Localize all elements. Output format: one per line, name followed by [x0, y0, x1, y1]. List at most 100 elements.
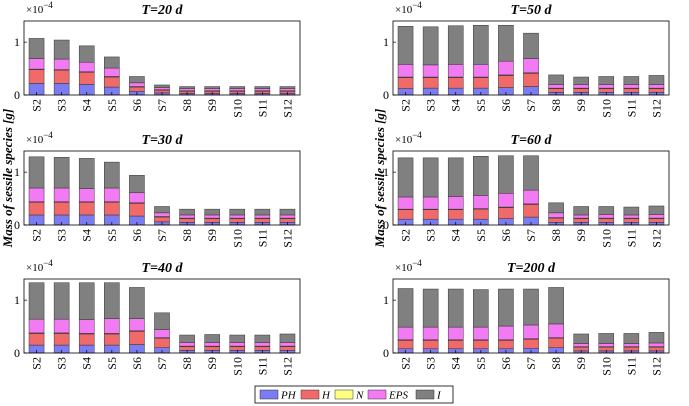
x-tick-label: S2	[30, 357, 44, 370]
bar-segment	[498, 24, 514, 62]
y-tick-label: 1	[383, 293, 389, 307]
x-tick-label: S12	[280, 99, 294, 118]
x-tick-label: S11	[624, 229, 638, 247]
bar-segment	[598, 214, 615, 219]
x-tick-label: S2	[30, 99, 44, 112]
bar-segment	[623, 206, 640, 216]
bar-segment	[422, 340, 439, 350]
x-tick-label: S6	[499, 357, 513, 370]
bar-segment	[548, 217, 564, 223]
bar-segment	[498, 75, 514, 88]
bar-segment	[229, 88, 246, 92]
bar-segment	[179, 86, 195, 89]
bar-segment	[279, 342, 296, 347]
chart-panel: T=40 d ×10−4 S2 S3 S4 S5 S6 S7 S8 S9 S10 S11 S12 0 1	[14, 258, 301, 376]
bar-segment	[129, 192, 145, 204]
bar-segment	[598, 333, 615, 344]
x-tick-label: S7	[524, 229, 538, 242]
bar-segment	[623, 84, 640, 89]
bar-segment	[104, 282, 120, 319]
bar-segment	[498, 155, 514, 194]
bar-segment	[523, 155, 539, 191]
bar-segment	[573, 218, 589, 223]
chart-panel: T=200 d ×10−4 S2 S3 S4 S5 S6 S7 S8 S9 S10 S11 S12 0 1	[383, 258, 670, 376]
bar-segment	[229, 218, 246, 223]
bar-segment	[179, 346, 195, 351]
bar-segment	[104, 333, 120, 346]
bar-segment	[78, 202, 95, 216]
bar-segment	[397, 196, 414, 210]
x-tick-label: S11	[255, 99, 269, 117]
bar-segment	[548, 84, 564, 89]
bar-segment	[573, 206, 589, 216]
legend-swatch	[300, 389, 320, 400]
y-tick-label: 1	[383, 165, 389, 179]
chart-title: T=40 d	[141, 261, 183, 276]
x-tick-label: S6	[130, 99, 144, 112]
bar-segment	[598, 343, 615, 347]
bar-segment	[154, 206, 170, 214]
legend-swatch	[415, 389, 435, 400]
x-tick-label: S9	[574, 229, 588, 242]
bar-segment	[154, 337, 170, 348]
chart-panel: T=30 d ×10−4 S2 S3 S4 S5 S6 S7 S8 S9 S10 S11 S12 0 1	[14, 130, 301, 248]
x-tick-label: S8	[180, 357, 194, 370]
bar-segment	[648, 84, 665, 89]
y-tick-label: 1	[383, 35, 389, 49]
x-tick-label: S4	[80, 99, 94, 112]
bar-segment	[229, 334, 246, 343]
axes-frame	[392, 150, 670, 226]
x-tick-label: S12	[649, 357, 663, 376]
x-tick-label: S10	[599, 229, 613, 248]
bar-segment	[229, 346, 246, 351]
bar-segment	[204, 88, 220, 92]
bar-segment	[473, 326, 489, 341]
x-tick-label: S9	[205, 357, 219, 370]
bar-segment	[179, 334, 195, 343]
bar-segment	[154, 87, 170, 90]
bar-segment	[53, 58, 70, 70]
bar-segment	[573, 88, 589, 93]
bar-segment	[129, 331, 145, 345]
legend-label: H	[321, 390, 331, 402]
axes-frame	[392, 20, 670, 96]
bar-segment	[447, 64, 464, 78]
x-tick-label: S12	[649, 229, 663, 248]
bar-segment	[623, 214, 640, 219]
bar-segment	[28, 333, 45, 346]
y-exponent-label: ×10−4	[26, 0, 53, 16]
x-tick-label: S6	[499, 229, 513, 242]
x-tick-label: S4	[449, 229, 463, 242]
chart-panel: T=50 d ×10−4 S2 S3 S4 S5 S6 S7 S8 S9 S10 S11 S12 0 1	[383, 0, 670, 118]
bar-segment	[179, 342, 195, 347]
bar-segment	[28, 156, 45, 189]
bar-segment	[254, 214, 271, 219]
bar-segment	[229, 342, 246, 347]
x-tick-label: S10	[599, 99, 613, 118]
bar-segment	[254, 86, 271, 89]
bar-segment	[254, 208, 271, 216]
x-tick-label: S3	[424, 357, 438, 370]
bar-segment	[28, 282, 45, 320]
bar-segment	[28, 202, 45, 216]
bar-segment	[104, 67, 120, 77]
x-tick-label: S10	[230, 229, 244, 248]
bar-segment	[154, 329, 170, 338]
bar-segment	[473, 156, 489, 196]
chart-title: T=50 d	[510, 3, 552, 18]
x-tick-label: S10	[599, 357, 613, 376]
bar-segment	[648, 218, 665, 223]
bar-segment	[422, 157, 439, 198]
bar-segment	[129, 287, 145, 319]
bar-segment	[573, 76, 589, 85]
bar-segment	[279, 346, 296, 351]
bar-segment	[53, 333, 70, 346]
bar-segment	[447, 209, 464, 220]
bar-segment	[498, 207, 514, 219]
x-tick-label: S2	[399, 229, 413, 242]
bar-segment	[623, 218, 640, 223]
bar-segment	[548, 74, 564, 85]
bar-segment	[598, 218, 615, 223]
bar-segment	[473, 24, 489, 65]
x-tick-label: S10	[230, 357, 244, 376]
